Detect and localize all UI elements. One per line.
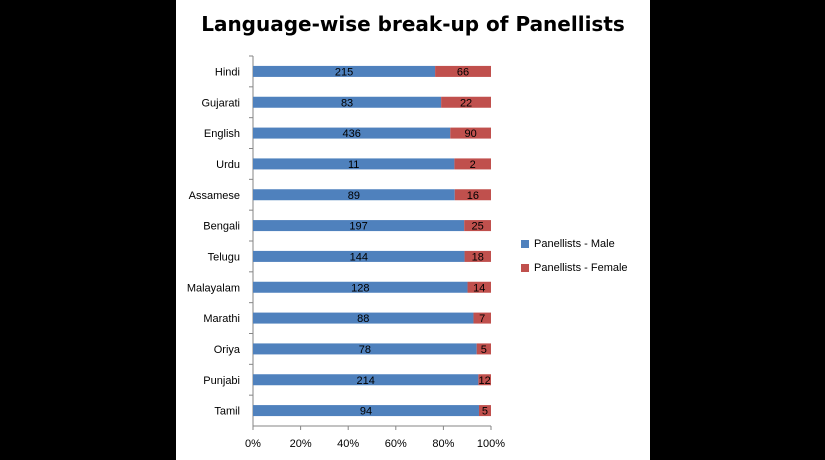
- data-label-female: 5: [481, 344, 487, 356]
- data-label-male: 436: [342, 128, 360, 140]
- bar-male: [253, 96, 442, 108]
- bar-female: [454, 158, 491, 170]
- data-label-female: 16: [467, 190, 479, 202]
- data-label-female: 66: [457, 66, 469, 78]
- legend-item-female: Panellists - Female: [521, 256, 628, 280]
- category-label: Malayalam: [187, 282, 240, 294]
- data-label-male: 128: [351, 282, 369, 294]
- data-label-male: 197: [349, 221, 367, 233]
- data-label-female: 90: [465, 128, 477, 140]
- bar-female: [450, 127, 491, 139]
- category-label: Hindi: [215, 66, 240, 78]
- legend-swatch-female: [521, 264, 529, 272]
- category-label: Gujarati: [201, 97, 240, 109]
- bar-male: [253, 250, 465, 262]
- category-label: Bengali: [203, 221, 240, 233]
- category-label: English: [204, 128, 240, 140]
- data-label-male: 83: [341, 97, 353, 109]
- legend-swatch-male: [521, 240, 529, 248]
- bar-female: [467, 281, 491, 293]
- bar-male: [253, 405, 479, 417]
- data-label-male: 78: [359, 344, 371, 356]
- data-label-female: 14: [473, 282, 485, 294]
- data-label-female: 25: [471, 221, 483, 233]
- bar-male: [253, 343, 477, 355]
- data-label-male: 11: [348, 159, 359, 171]
- category-label: Oriya: [214, 344, 241, 356]
- bar-female: [454, 189, 491, 201]
- category-label: Marathi: [203, 313, 240, 325]
- chart-title: Language-wise break-up of Panellists: [201, 12, 625, 36]
- bar-female: [478, 374, 491, 386]
- bar-male: [253, 158, 455, 170]
- bar-female: [464, 250, 491, 262]
- bar-female: [435, 65, 491, 77]
- category-label: Urdu: [216, 159, 240, 171]
- x-tick-label: 0%: [245, 438, 261, 450]
- data-label-male: 214: [357, 375, 375, 387]
- legend-item-male: Panellists - Male: [521, 232, 628, 256]
- category-label: Punjabi: [203, 375, 240, 387]
- bar-female: [441, 96, 491, 108]
- data-label-female: 22: [460, 97, 472, 109]
- data-label-male: 88: [357, 313, 369, 325]
- x-tick-label: 100%: [477, 438, 505, 450]
- bar-female: [478, 405, 491, 417]
- bar-female: [476, 343, 491, 355]
- legend-label-female: Panellists - Female: [534, 262, 628, 274]
- category-label: Assamese: [189, 190, 240, 202]
- bar-male: [253, 127, 451, 139]
- data-label-male: 215: [335, 66, 353, 78]
- data-label-male: 144: [350, 251, 368, 263]
- chart-area: Language-wise break-up of Panellists 0% 2…: [176, 0, 650, 460]
- x-tick-label: 20%: [290, 438, 312, 450]
- legend: Panellists - Male Panellists - Female: [521, 232, 628, 280]
- data-label-male: 94: [360, 406, 372, 418]
- bar-male: [253, 189, 455, 201]
- data-label-female: 5: [482, 406, 488, 418]
- bar-male: [253, 374, 479, 386]
- bar-male: [253, 65, 436, 77]
- category-label: Tamil: [214, 406, 240, 418]
- bar-female: [464, 220, 491, 232]
- data-label-female: 12: [479, 375, 491, 387]
- category-label: Telugu: [208, 251, 240, 263]
- bar-female: [473, 312, 491, 324]
- data-label-male: 89: [348, 190, 360, 202]
- x-tick-label: 80%: [432, 438, 454, 450]
- bar-male: [253, 312, 474, 324]
- data-label-female: 18: [472, 251, 484, 263]
- bar-male: [253, 281, 468, 293]
- legend-label-male: Panellists - Male: [534, 238, 615, 250]
- bar-male: [253, 220, 465, 232]
- x-tick-label: 40%: [337, 438, 359, 450]
- data-label-female: 2: [470, 159, 476, 171]
- data-label-female: 7: [479, 313, 485, 325]
- x-tick-label: 60%: [385, 438, 407, 450]
